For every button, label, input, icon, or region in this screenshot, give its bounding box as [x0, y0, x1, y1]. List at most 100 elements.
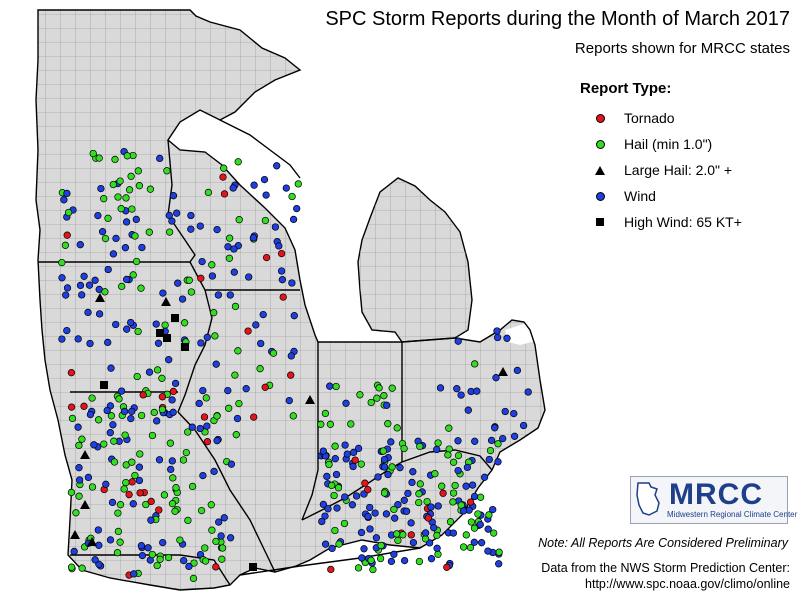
report-dot [387, 438, 395, 446]
report-dot [485, 511, 493, 519]
report-dot [114, 509, 122, 517]
report-dot [180, 319, 189, 327]
report-dot [449, 489, 458, 497]
report-dot [187, 225, 195, 233]
report-dot [127, 318, 135, 327]
report-dot [74, 423, 82, 431]
report-dot [356, 391, 364, 399]
report-dot [328, 481, 336, 490]
report-dot [427, 503, 435, 511]
report-dot [199, 386, 207, 395]
report-dot [444, 451, 452, 459]
report-dot [97, 184, 105, 193]
report-dot [184, 428, 192, 436]
report-dot [252, 321, 260, 329]
report-dot [489, 505, 497, 514]
report-dot [288, 279, 296, 287]
report-dot [476, 493, 485, 501]
report-dot [127, 414, 135, 423]
legend-item-tornado: Tornado [580, 105, 790, 131]
report-dot [494, 440, 502, 448]
report-dot [499, 434, 507, 443]
report-dot [109, 180, 117, 189]
report-dot [490, 529, 498, 537]
report-dot [287, 352, 295, 360]
large-hail-marker [95, 293, 105, 302]
report-dot [354, 444, 363, 453]
report-dot [78, 291, 86, 299]
report-dot [60, 196, 68, 204]
report-dot [234, 347, 242, 355]
report-dot [158, 405, 167, 414]
report-dot [110, 437, 118, 445]
large-hail-marker [80, 450, 90, 459]
report-dot [244, 327, 252, 335]
report-dot [121, 431, 129, 439]
report-dot [449, 498, 457, 506]
report-dot [289, 215, 298, 224]
report-dot [495, 548, 503, 556]
report-dot [173, 209, 181, 217]
report-dot [185, 276, 193, 284]
report-dot [150, 408, 158, 417]
report-dot [454, 337, 462, 345]
report-dot [331, 442, 339, 450]
logo-text: MRCC [669, 478, 763, 511]
report-dot [91, 276, 99, 284]
report-dot [394, 501, 402, 509]
report-dot [415, 490, 423, 498]
report-dot [199, 471, 207, 480]
report-dot [137, 542, 146, 550]
report-dot [433, 531, 441, 540]
report-dot [106, 536, 115, 544]
credit-url: http://www.spc.noaa.gov/climo/online [585, 577, 790, 591]
report-dot [470, 538, 478, 546]
report-dot [380, 463, 389, 471]
report-dot [58, 258, 66, 267]
report-dot [463, 463, 472, 472]
report-dot [217, 532, 225, 540]
report-dot [107, 364, 115, 372]
report-dot [211, 332, 219, 340]
data-credit: Data from the NWS Storm Prediction Cente… [541, 560, 790, 592]
report-dot [135, 476, 144, 485]
report-dot [80, 272, 88, 280]
report-dot [167, 465, 175, 474]
report-dot [208, 526, 216, 534]
report-dot [416, 480, 424, 488]
report-dot [67, 488, 76, 497]
report-dot [233, 414, 242, 423]
report-dot [470, 492, 479, 501]
report-dot [399, 531, 407, 539]
report-dot [104, 265, 112, 274]
report-dot [117, 205, 125, 213]
report-markers [58, 147, 532, 583]
report-dot [152, 320, 160, 328]
report-dot [94, 416, 103, 424]
report-dot [318, 517, 326, 526]
report-dot [164, 553, 173, 562]
report-dot [88, 483, 97, 491]
report-dot [75, 492, 83, 500]
report-dot [109, 250, 118, 258]
report-dot [88, 394, 96, 402]
report-dot [331, 526, 339, 535]
report-dot [328, 544, 336, 553]
report-dot [188, 423, 196, 431]
report-dot [137, 284, 145, 292]
report-dot [341, 441, 349, 449]
report-dot [154, 339, 163, 347]
report-dot [104, 214, 112, 222]
report-dot [371, 509, 379, 517]
large-hail-marker [80, 500, 90, 509]
report-dot [468, 481, 477, 489]
report-dot [288, 192, 296, 201]
report-dot [86, 339, 94, 348]
report-dot [434, 550, 442, 558]
report-dot [106, 429, 114, 437]
report-dot [358, 554, 366, 562]
report-dot [101, 288, 109, 296]
report-dot [225, 404, 233, 412]
report-dot [210, 467, 218, 476]
report-dot [132, 257, 141, 266]
